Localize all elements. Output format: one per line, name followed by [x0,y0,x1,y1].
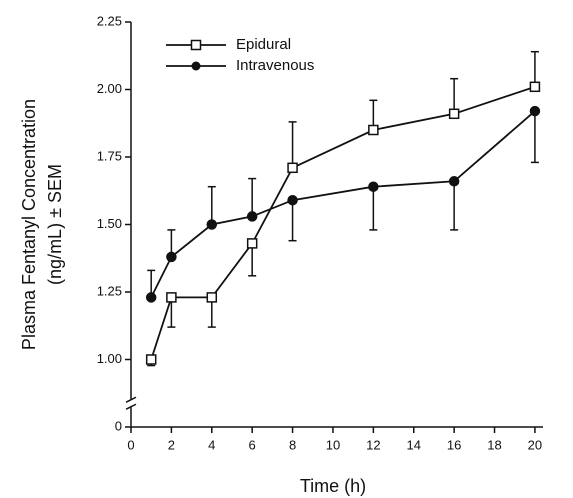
x-axis-title: Time (h) [300,476,366,496]
y-tick-label: 1.75 [97,148,122,163]
x-tick-label: 12 [366,437,380,452]
y-tick-label: 1.50 [97,216,122,231]
axis-break [125,396,137,403]
marker [206,292,218,303]
legend-label: Intravenous [236,57,314,74]
line [150,85,536,360]
x-tick-label: 14 [407,437,421,452]
y-tick-label: 2.00 [97,81,122,96]
marker [448,108,460,120]
marker [166,251,177,263]
x-tick-label: 18 [487,437,501,452]
x-tick-label: 10 [326,437,340,452]
line [150,110,536,298]
marker [287,162,298,174]
x-tick-label: 2 [168,437,175,452]
y-tick-label: 0 [115,418,122,433]
legend-label: Epidural [236,36,291,53]
y-axis-title: (ng/mL) ± SEM [45,164,65,285]
x-tick-label: 0 [127,437,134,452]
marker [166,292,177,303]
x-tick-label: 6 [249,437,256,452]
legend-marker [190,39,202,51]
marker [145,354,157,365]
marker [145,292,157,303]
error-bar [450,77,459,114]
error-bar [369,186,378,231]
marker [368,124,379,136]
x-tick-label: 8 [289,437,296,452]
x-tick-label: 4 [208,437,215,452]
x-tick-label: 16 [447,437,461,452]
marker [206,219,218,230]
x-tick-label: 20 [528,437,542,452]
y-tick-label: 1.25 [97,283,122,298]
error-bar [288,121,297,168]
marker [246,211,258,222]
axis-break [125,403,137,410]
legend-marker [191,61,201,71]
y-axis-title: Plasma Fentanyl Concentration [19,99,39,350]
marker [448,176,460,187]
error-bar [450,181,459,231]
y-tick-label: 1.00 [97,351,122,366]
error-bar [288,200,297,242]
error-bar [530,50,539,87]
marker [529,105,541,117]
error-bar [530,111,539,164]
marker [368,181,379,192]
error-bar [207,185,216,225]
error-bar [248,243,257,277]
y-tick-label: 2.25 [97,13,122,28]
marker [287,194,298,206]
error-bar [248,177,257,217]
marker [246,238,258,249]
marker [529,81,541,93]
